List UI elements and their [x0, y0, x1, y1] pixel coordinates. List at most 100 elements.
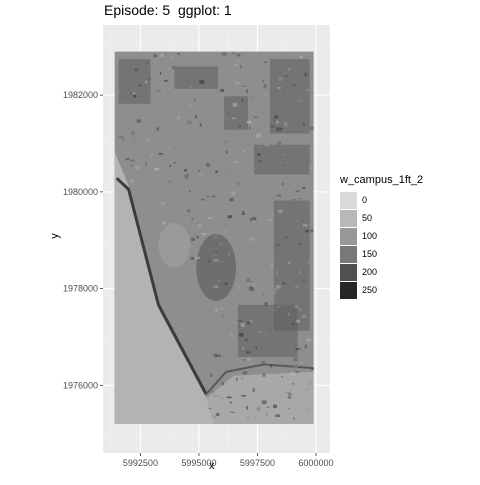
- texture-speck: [273, 118, 276, 122]
- texture-speck: [199, 170, 200, 172]
- texture-speck: [184, 175, 188, 179]
- texture-speck: [302, 279, 306, 282]
- texture-speck: [160, 72, 161, 75]
- texture-speck: [254, 117, 258, 118]
- texture-speck: [293, 84, 297, 87]
- texture-speck: [237, 135, 239, 137]
- texture-speck: [210, 216, 214, 219]
- texture-speck: [161, 202, 164, 204]
- texture-speck: [226, 241, 228, 245]
- texture-speck: [213, 395, 217, 396]
- texture-speck: [234, 321, 235, 322]
- legend-label: 0: [362, 195, 367, 205]
- texture-speck: [208, 260, 210, 262]
- texture-speck: [262, 234, 264, 238]
- texture-speck: [276, 285, 280, 288]
- legend-label: 150: [362, 249, 377, 259]
- texture-speck: [206, 64, 207, 66]
- y-tick-label: 1982000: [63, 90, 98, 100]
- texture-speck: [242, 347, 244, 350]
- texture-speck: [187, 120, 192, 124]
- texture-speck: [214, 286, 219, 288]
- texture-speck: [220, 110, 224, 111]
- texture-speck: [281, 376, 283, 378]
- texture-speck: [241, 214, 245, 215]
- texture-speck: [259, 178, 260, 179]
- texture-speck: [241, 377, 244, 379]
- texture-speck: [282, 282, 285, 284]
- texture-speck: [184, 169, 187, 171]
- texture-speck: [157, 90, 161, 92]
- texture-speck: [221, 307, 223, 310]
- texture-speck: [210, 183, 213, 184]
- texture-speck: [216, 385, 218, 388]
- texture-speck: [295, 371, 299, 372]
- texture-speck: [215, 170, 218, 172]
- texture-speck: [282, 183, 284, 185]
- urban-block: [254, 145, 310, 175]
- texture-speck: [282, 154, 285, 155]
- texture-speck: [306, 409, 310, 412]
- lagoon: [196, 234, 236, 301]
- texture-speck: [225, 282, 227, 284]
- texture-speck: [307, 262, 309, 264]
- texture-speck: [174, 146, 177, 150]
- texture-speck: [232, 298, 236, 299]
- texture-speck: [266, 413, 268, 416]
- texture-speck: [154, 54, 157, 57]
- legend-label: 250: [362, 285, 377, 295]
- texture-speck: [271, 125, 275, 127]
- texture-speck: [222, 315, 224, 318]
- texture-speck: [302, 315, 306, 318]
- texture-speck: [303, 224, 308, 227]
- texture-speck: [249, 126, 250, 129]
- texture-speck: [218, 261, 222, 263]
- legend-key: [340, 192, 357, 209]
- texture-speck: [209, 162, 211, 164]
- texture-speck: [191, 126, 196, 128]
- texture-speck: [206, 195, 210, 198]
- texture-speck: [268, 407, 270, 408]
- legend-key: [340, 264, 357, 281]
- texture-speck: [146, 138, 149, 142]
- texture-speck: [226, 323, 227, 325]
- texture-speck: [214, 236, 218, 239]
- texture-speck: [125, 158, 129, 159]
- texture-speck: [293, 417, 295, 419]
- texture-speck: [159, 186, 161, 188]
- y-axis-title: y: [49, 233, 61, 239]
- y-tick-label: 1976000: [63, 380, 98, 390]
- texture-speck: [189, 104, 191, 106]
- texture-speck: [257, 417, 261, 418]
- texture-speck: [277, 194, 281, 196]
- texture-speck: [161, 191, 162, 193]
- texture-speck: [241, 323, 245, 327]
- texture-speck: [265, 144, 269, 146]
- texture-speck: [269, 336, 273, 340]
- texture-speck: [201, 199, 204, 201]
- texture-speck: [197, 63, 199, 65]
- texture-speck: [276, 121, 279, 123]
- texture-speck: [220, 89, 224, 92]
- texture-speck: [305, 345, 307, 348]
- texture-speck: [299, 271, 300, 274]
- texture-speck: [292, 383, 295, 384]
- texture-speck: [208, 353, 211, 356]
- texture-speck: [250, 320, 252, 322]
- texture-speck: [131, 165, 133, 167]
- texture-speck: [276, 127, 281, 131]
- texture-speck: [191, 238, 195, 241]
- legend-key: [340, 228, 357, 245]
- texture-speck: [156, 204, 159, 205]
- texture-speck: [206, 373, 210, 376]
- texture-speck: [288, 408, 290, 409]
- texture-speck: [195, 115, 197, 119]
- texture-speck: [299, 198, 301, 199]
- texture-speck: [229, 198, 233, 201]
- texture-speck: [288, 396, 292, 399]
- texture-speck: [212, 239, 216, 240]
- texture-speck: [134, 139, 136, 143]
- texture-speck: [254, 416, 256, 420]
- texture-speck: [140, 181, 145, 182]
